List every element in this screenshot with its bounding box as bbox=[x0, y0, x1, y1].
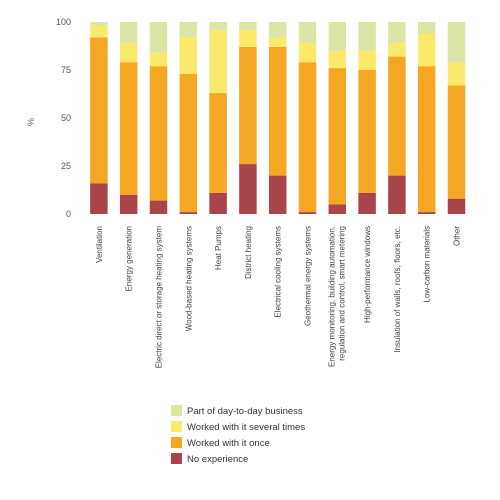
bar-segment bbox=[447, 62, 466, 86]
legend-label: Part of day-to-day business bbox=[187, 406, 303, 417]
bar-segment bbox=[149, 52, 168, 67]
x-tick-label: Insulation of walls, roofs, floors, etc. bbox=[393, 226, 402, 353]
bar-segment bbox=[149, 200, 168, 214]
bar-segment bbox=[298, 212, 317, 214]
x-tick-label: Ventilation bbox=[95, 226, 104, 263]
bar-segment bbox=[298, 43, 317, 63]
bar-segment bbox=[417, 33, 436, 67]
bar-segment bbox=[358, 70, 376, 193]
legend-swatch bbox=[171, 453, 182, 464]
bars bbox=[90, 22, 466, 214]
legend: Part of day-to-day business Worked with i… bbox=[171, 405, 305, 465]
bar-segment bbox=[209, 93, 227, 193]
y-tick-label: 75 bbox=[61, 65, 71, 75]
x-tick-label: Low-carbon materials bbox=[423, 226, 432, 302]
bar-segment bbox=[388, 175, 406, 214]
bar-segment bbox=[149, 66, 168, 201]
bar-segment bbox=[417, 212, 436, 214]
bar-segment bbox=[417, 66, 436, 213]
bar-segment bbox=[119, 194, 138, 214]
bar-segment bbox=[447, 85, 466, 199]
bar-segment bbox=[268, 46, 287, 176]
bar-segment bbox=[447, 198, 466, 214]
x-axis-labels: Ventilation Energy generation Electric dir… bbox=[95, 226, 462, 369]
legend-label: Worked with it once bbox=[187, 438, 270, 449]
bar-segment bbox=[388, 22, 406, 44]
bar-segment bbox=[298, 22, 317, 44]
bar-segment bbox=[209, 29, 227, 94]
x-tick-label: Heat Pumps bbox=[214, 226, 223, 270]
bar-segment bbox=[90, 22, 108, 26]
bar-segment bbox=[328, 204, 347, 214]
bar-segment bbox=[179, 73, 198, 213]
bar-segment bbox=[119, 62, 138, 195]
bar-segment bbox=[239, 164, 257, 214]
bar-segment bbox=[328, 68, 347, 205]
bar-segment bbox=[388, 56, 406, 176]
x-tick-label: District heating bbox=[244, 226, 253, 279]
bar-segment bbox=[358, 50, 376, 70]
bar-segment bbox=[268, 37, 287, 47]
bar-segment bbox=[179, 212, 198, 214]
legend-swatch bbox=[171, 437, 182, 448]
bar-segment bbox=[298, 62, 317, 213]
bar-segment bbox=[358, 22, 376, 51]
bar-segment bbox=[239, 29, 257, 47]
legend-swatch bbox=[171, 421, 182, 432]
x-tick-label: Wood-based heating systems bbox=[184, 226, 193, 331]
bar-segment bbox=[90, 37, 108, 184]
bar-segment bbox=[358, 192, 376, 214]
y-tick-label: 0 bbox=[66, 209, 71, 219]
bar-segment bbox=[149, 22, 168, 53]
bar-segment bbox=[388, 43, 406, 57]
y-axis-ticks: 0 25 50 75 100 bbox=[56, 17, 71, 219]
bar-segment bbox=[268, 175, 287, 214]
legend-swatch bbox=[171, 405, 182, 416]
x-tick-label: High-performance windows bbox=[363, 226, 372, 323]
bar-segment bbox=[239, 22, 257, 30]
x-tick-label: Geothermal energy systems bbox=[304, 226, 313, 326]
bar-segment bbox=[209, 22, 227, 30]
bar-segment bbox=[268, 22, 287, 38]
bar-segment bbox=[90, 183, 108, 214]
legend-label: Worked with it several times bbox=[187, 422, 305, 433]
bar-segment bbox=[179, 22, 198, 38]
bar-segment bbox=[119, 22, 138, 44]
y-tick-label: 100 bbox=[56, 17, 71, 27]
bar-segment bbox=[328, 50, 347, 69]
y-tick-label: 25 bbox=[61, 161, 71, 171]
x-tick-label: Energy generation bbox=[125, 226, 134, 291]
bar-segment bbox=[119, 43, 138, 63]
x-tick-label: Electric direct or storage heating syste… bbox=[155, 226, 164, 369]
bar-segment bbox=[90, 25, 108, 38]
bar-segment bbox=[417, 22, 436, 34]
legend-label: No experience bbox=[187, 454, 248, 465]
x-tick-label: Electrical cooling systems bbox=[274, 226, 283, 318]
y-tick-label: 50 bbox=[61, 113, 71, 123]
bar-segment bbox=[447, 22, 466, 63]
y-axis-label: % bbox=[26, 118, 36, 126]
bar-segment bbox=[239, 46, 257, 165]
x-tick-label: Other bbox=[453, 226, 462, 246]
x-tick-label: Energy monitoring, building automation,r… bbox=[327, 226, 346, 367]
bar-segment bbox=[179, 37, 198, 74]
bar-segment bbox=[209, 192, 227, 214]
bar-segment bbox=[328, 22, 347, 51]
